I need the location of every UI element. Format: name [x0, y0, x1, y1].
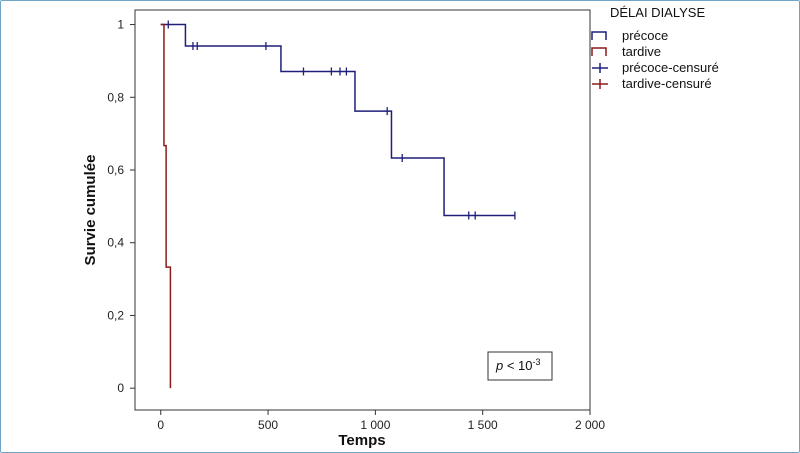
legend-entry: tardive — [591, 44, 661, 59]
p-value-box — [487, 351, 553, 381]
legend-label: tardive-censuré — [622, 76, 712, 91]
y-axis-title: Survie cumulée — [82, 155, 99, 266]
x-axis: 0 500 1 000 1 500 2 000 — [157, 410, 605, 432]
legend-label: précoce — [622, 28, 668, 43]
x-axis-title: Temps — [338, 432, 385, 449]
legend-entry: précoce-censuré — [592, 60, 719, 75]
x-tick-label: 1 500 — [468, 418, 498, 432]
y-tick-label: 0 — [117, 381, 124, 395]
legend-entry: tardive-censuré — [592, 76, 712, 91]
y-tick-label: 1 — [117, 18, 124, 32]
legend: DÉLAI DIALYSE précocetardiveprécoce-cens… — [591, 5, 719, 91]
legend-entries: précocetardiveprécoce-censurétardive-cen… — [591, 28, 719, 91]
legend-label: tardive — [622, 44, 661, 59]
x-tick-label: 500 — [258, 418, 278, 432]
y-tick-label: 0,8 — [107, 90, 124, 104]
p-value-text: < 10 — [503, 358, 532, 373]
p-value-exponent: -3 — [533, 357, 541, 367]
y-tick-label: 0,6 — [107, 163, 124, 177]
x-tick-label: 1 000 — [360, 418, 390, 432]
x-tick-label: 2 000 — [575, 418, 605, 432]
x-tick-label: 0 — [157, 418, 164, 432]
plot-area — [134, 9, 591, 411]
series-layer — [160, 20, 516, 389]
legend-title: DÉLAI DIALYSE — [610, 5, 705, 20]
series-line-0 — [160, 23, 515, 217]
p-value-symbol: p — [495, 358, 503, 373]
y-tick-label: 0,4 — [107, 236, 124, 250]
y-tick-label: 0,2 — [107, 308, 124, 322]
legend-label: précoce-censuré — [622, 60, 719, 75]
y-axis: 0 0,2 0,4 0,6 0,8 1 — [107, 18, 135, 395]
legend-entry: précoce — [591, 28, 668, 43]
legend-swatch-step — [591, 47, 607, 56]
series-line-1 — [160, 23, 172, 389]
legend-swatch-step — [591, 31, 607, 40]
p-value-annotation: p < 10-3 — [495, 357, 541, 373]
